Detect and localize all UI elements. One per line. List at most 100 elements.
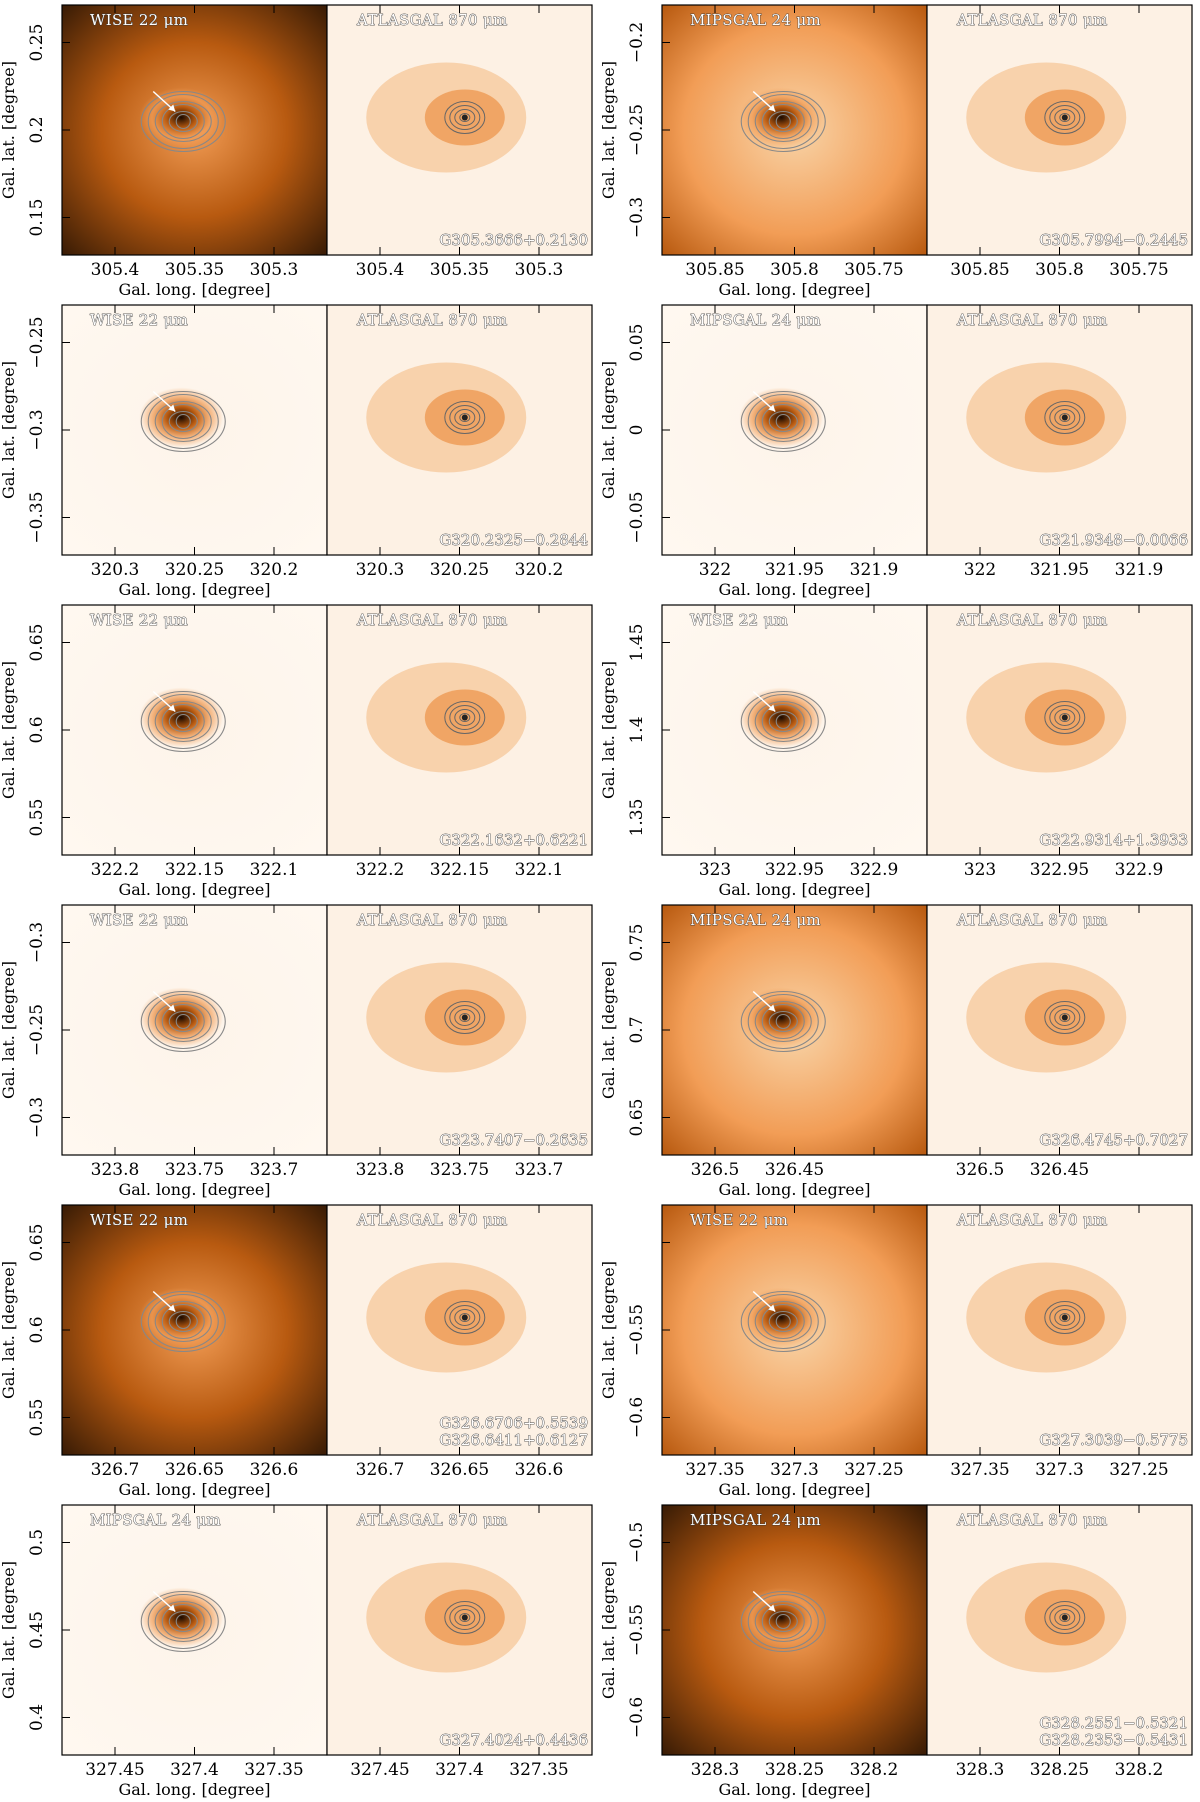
y-tick-label: −0.55: [627, 1304, 647, 1356]
x-tick-label: 322.15: [165, 860, 224, 880]
contour-line: [161, 703, 205, 740]
y-tick-label: −0.3: [27, 922, 47, 963]
source-name: G328.2551−0.5321: [1039, 1714, 1188, 1732]
y-tick-label: 1.4: [627, 716, 647, 743]
x-tick-label: 321.9: [850, 560, 899, 580]
y-tick-label: 0.65: [27, 1224, 47, 1262]
panel-pair-p2: MIPSGAL 24 μm ATLASGAL 870 μm G305.7994−0.…: [599, 0, 1200, 300]
submm-map-label: ATLASGAL 870 μm: [956, 311, 1108, 329]
contour-line: [454, 409, 476, 426]
x-tick-label: 327.35: [950, 1460, 1009, 1480]
contour-line: [747, 993, 819, 1050]
panel-svg: WISE 22 μm ATLASGAL 870 μm G322.9314+1.393…: [599, 604, 1193, 899]
x-tick-label: 327.4: [170, 1760, 219, 1780]
contour-line: [154, 700, 212, 743]
contour-line: [140, 690, 226, 753]
x-tick-label: 305.75: [1109, 260, 1168, 280]
submm-map-label: ATLASGAL 870 μm: [956, 1511, 1108, 1529]
submm-map: ATLASGAL 870 μm G322.9314+1.3933: [926, 604, 1193, 856]
contour-line: [1044, 401, 1086, 434]
panel-pair-p7: WISE 22 μm ATLASGAL 870 μm G323.7407−0.263…: [0, 900, 600, 1200]
arrow-head: [768, 404, 776, 412]
contour-line: [175, 1313, 191, 1330]
contour-line: [449, 1005, 481, 1030]
panel-svg: MIPSGAL 24 μm ATLASGAL 870 μm G327.4024+0.…: [0, 1504, 593, 1799]
x-axis-label: Gal. long. [degree]: [718, 280, 870, 299]
source-name: G322.9314+1.3933: [1039, 831, 1188, 849]
ir-map: MIPSGAL 24 μm: [661, 4, 928, 256]
panel-pair-p1: WISE 22 μm ATLASGAL 870 μm G305.3666+0.213…: [0, 0, 600, 300]
panel-svg: WISE 22 μm ATLASGAL 870 μm G305.3666+0.213…: [0, 4, 593, 299]
contour-line: [1049, 1605, 1081, 1630]
x-axis-label: Gal. long. [degree]: [718, 1780, 870, 1799]
contour-line: [761, 1603, 805, 1640]
x-tick-label: 328.3: [956, 1760, 1005, 1780]
y-tick-label: 0.65: [627, 1099, 647, 1137]
x-tick-label: 322: [699, 560, 731, 580]
ir-map: MIPSGAL 24 μm: [661, 904, 928, 1156]
submm-map-label: ATLASGAL 870 μm: [356, 1511, 508, 1529]
y-tick-label: 1.35: [627, 799, 647, 837]
contour-line: [140, 1290, 226, 1353]
submm-map: ATLASGAL 870 μm G327.3039−0.5775: [926, 1204, 1193, 1456]
panel-pair-p5: WISE 22 μm ATLASGAL 870 μm G322.1632+0.622…: [0, 600, 600, 900]
x-tick-label: 321.9: [1115, 560, 1164, 580]
arrow-head: [168, 1004, 176, 1012]
ir-map-label: MIPSGAL 24 μm: [690, 1511, 821, 1529]
x-tick-label: 326.5: [691, 1160, 740, 1180]
peak-marker: [1061, 1014, 1068, 1021]
peak-marker: [1061, 714, 1068, 721]
contour-line: [459, 413, 471, 422]
contour-line: [175, 413, 191, 430]
contour-line: [1059, 413, 1071, 422]
source-name: G305.3666+0.2130: [439, 231, 588, 249]
contour-line: [168, 110, 198, 133]
contour-line: [454, 1609, 476, 1626]
x-tick-label: 328.2: [1115, 1760, 1164, 1780]
y-tick-label: 0.6: [27, 716, 47, 743]
y-tick-label: −0.35: [27, 491, 47, 543]
contour-line: [175, 1013, 191, 1030]
source-name: G327.4024+0.4436: [439, 1731, 588, 1749]
y-tick-label: −0.25: [627, 104, 647, 156]
contour-line: [1044, 101, 1086, 134]
contour-line: [161, 403, 205, 440]
submm-map-label: ATLASGAL 870 μm: [956, 11, 1108, 29]
source-name: G305.7994−0.2445: [1039, 231, 1188, 249]
contour-line: [140, 90, 226, 153]
ir-map: MIPSGAL 24 μm: [661, 1504, 928, 1756]
y-tick-label: −0.3: [627, 197, 647, 238]
y-tick-label: 0.25: [27, 24, 47, 62]
x-tick-label: 326.6: [515, 1460, 564, 1480]
contour-line: [761, 1003, 805, 1040]
contour-line: [754, 700, 812, 743]
contour-line: [454, 1309, 476, 1326]
contour-line: [449, 105, 481, 130]
contour-line: [168, 1610, 198, 1633]
contour-line: [154, 1300, 212, 1343]
panel-pair-p9: WISE 22 μm ATLASGAL 870 μm G326.6706+0.553…: [0, 1200, 600, 1500]
contour-line: [1059, 1013, 1071, 1022]
y-axis-label: Gal. lat. [degree]: [599, 1261, 618, 1399]
x-tick-label: 322.9: [1115, 860, 1164, 880]
x-tick-label: 305.4: [356, 260, 405, 280]
submm-map-label: ATLASGAL 870 μm: [356, 911, 508, 929]
contour-line: [775, 113, 791, 130]
contour-line: [747, 1293, 819, 1350]
arrow-head: [768, 1004, 776, 1012]
panel-svg: MIPSGAL 24 μm ATLASGAL 870 μm G305.7994−0.…: [599, 4, 1193, 299]
x-axis-label: Gal. long. [degree]: [118, 1180, 270, 1199]
panel-pair-p12: MIPSGAL 24 μm ATLASGAL 870 μm G328.2551−0.…: [599, 1500, 1200, 1800]
contour-line: [1044, 1301, 1086, 1334]
peak-marker: [461, 714, 468, 721]
contour-line: [1054, 1609, 1076, 1626]
x-tick-label: 321.95: [765, 560, 824, 580]
x-tick-label: 326.5: [956, 1160, 1005, 1180]
contour-line: [775, 413, 791, 430]
contour-line: [775, 713, 791, 730]
contour-line: [1049, 105, 1081, 130]
contour-line: [454, 1009, 476, 1026]
peak-marker: [1061, 114, 1068, 121]
x-tick-label: 322.1: [250, 860, 299, 880]
